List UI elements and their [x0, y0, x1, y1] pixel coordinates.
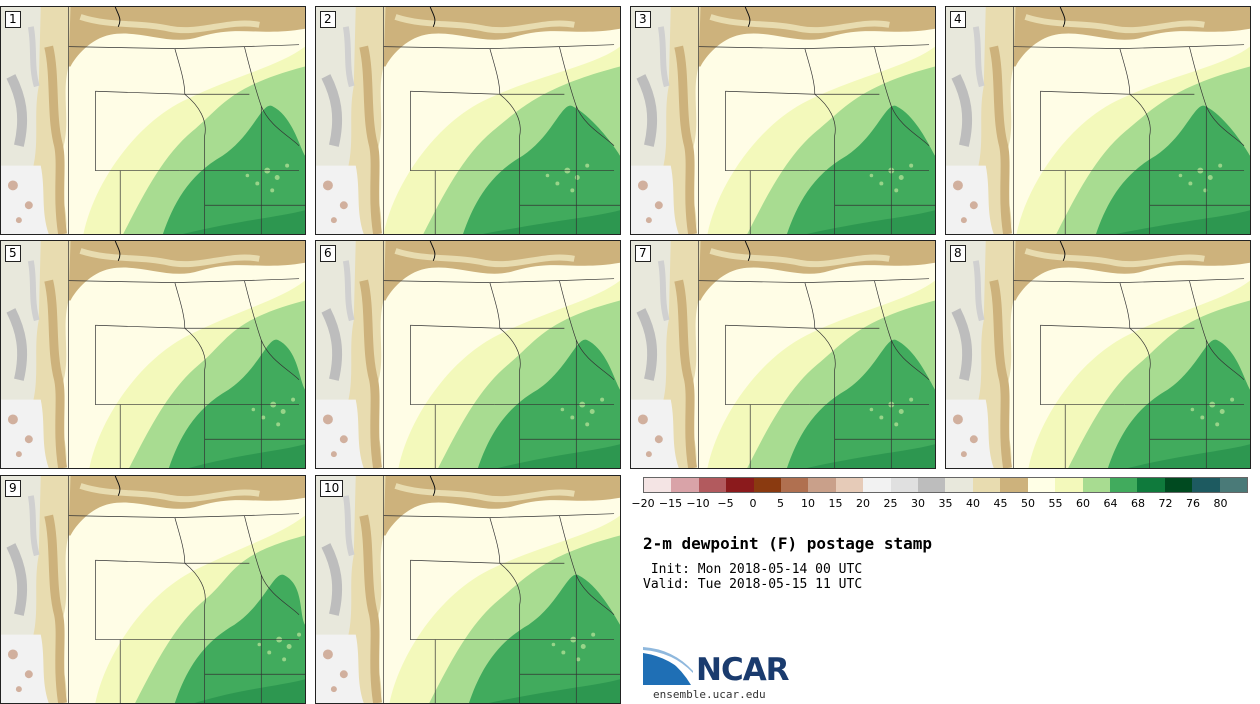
member-panel[interactable]: 7 [630, 240, 936, 469]
colorbar-swatch [1027, 478, 1056, 492]
member-number: 2 [320, 11, 336, 28]
colorbar-tick-label: 80 [1213, 497, 1228, 510]
ncar-logo-icon [643, 647, 693, 685]
member-number: 3 [635, 11, 651, 28]
member-number: 10 [320, 480, 344, 497]
colorbar-tick-label: 5 [777, 497, 784, 510]
colorbar-tick-label: 40 [966, 497, 980, 510]
dewpoint-map [1, 7, 305, 234]
dewpoint-map [631, 241, 935, 468]
dewpoint-map [316, 7, 620, 234]
colorbar-swatch [808, 478, 836, 492]
colorbar-swatch [863, 478, 891, 492]
member-panel[interactable]: 9 [0, 475, 306, 704]
dewpoint-map [316, 241, 620, 468]
member-panel[interactable]: 5 [0, 240, 306, 469]
colorbar-tick-label: 35 [938, 497, 953, 510]
colorbar-swatch [726, 478, 754, 492]
colorbar-tick-label: 68 [1131, 497, 1145, 510]
member-panel[interactable]: 3 [630, 6, 936, 235]
dewpoint-map [1, 476, 305, 703]
dewpoint-map [946, 241, 1250, 468]
dewpoint-map [316, 476, 620, 703]
colorbar-tick-label: 15 [828, 497, 843, 510]
colorbar-swatch [1000, 478, 1028, 492]
colorbar-swatch [644, 478, 672, 492]
colorbar-tick-label: 30 [911, 497, 925, 510]
colorbar-swatch [945, 478, 973, 492]
colorbar-tick-label: 55 [1048, 497, 1063, 510]
colorbar-swatch [1137, 478, 1165, 492]
member-panel[interactable]: 10 [315, 475, 621, 704]
colorbar-swatch [753, 478, 782, 492]
dewpoint-map [1, 241, 305, 468]
colorbar-swatch [972, 478, 1001, 492]
colorbar-tick-label: 60 [1076, 497, 1090, 510]
colorbar-tick-label: 25 [883, 497, 898, 510]
member-number: 6 [320, 245, 336, 262]
dewpoint-map [946, 7, 1250, 234]
colorbar-tick-label: −20 [631, 497, 655, 510]
colorbar-tick-label: 50 [1021, 497, 1035, 510]
member-panel[interactable]: 1 [0, 6, 306, 235]
colorbar-tick-label: 20 [856, 497, 870, 510]
valid-time: Valid: Tue 2018-05-15 11 UTC [643, 577, 863, 592]
colorbar-tick-label: 76 [1186, 497, 1200, 510]
website-url: ensemble.ucar.edu [653, 688, 766, 701]
colorbar-swatch [1164, 478, 1193, 492]
colorbar-tick-label: 64 [1103, 497, 1118, 510]
member-number: 1 [5, 11, 21, 28]
colorbar-swatch [781, 478, 809, 492]
colorbar-tick-label: −10 [686, 497, 710, 510]
colorbar-swatch [1109, 478, 1138, 492]
colorbar-swatch [1219, 478, 1247, 492]
colorbar-swatch [890, 478, 919, 492]
colorbar-tick-label: 10 [801, 497, 815, 510]
member-number: 5 [5, 245, 21, 262]
colorbar-swatch [698, 478, 727, 492]
colorbar-swatch [1055, 478, 1083, 492]
member-panel[interactable]: 6 [315, 240, 621, 469]
colorbar-swatch [835, 478, 864, 492]
colorbar-tick-label: −15 [658, 497, 683, 510]
colorbar-tick-label: 72 [1158, 497, 1173, 510]
colorbar-swatch [1082, 478, 1110, 492]
ncar-logo-text: NCAR [696, 652, 790, 688]
colorbar-swatch [671, 478, 699, 492]
colorbar-tick-label: −5 [717, 497, 734, 510]
colorbar-tick-labels: −20 −15 −10 −5 0 5 10 15 20 25 30 35 40 45 50 55 60 64 68 7… [631, 497, 1248, 511]
member-number: 4 [950, 11, 966, 28]
init-time: Init: Mon 2018-05-14 00 UTC [643, 562, 863, 577]
colorbar-swatch [918, 478, 946, 492]
member-panel[interactable]: 8 [945, 240, 1251, 469]
member-panel[interactable]: 4 [945, 6, 1251, 235]
member-number: 8 [950, 245, 966, 262]
dewpoint-map [631, 7, 935, 234]
colorbar-swatch [1192, 478, 1220, 492]
member-number: 7 [635, 245, 651, 262]
colorbar-tick-label: 0 [749, 497, 757, 510]
product-title: 2-m dewpoint (F) postage stamp [643, 534, 932, 553]
member-number: 9 [5, 480, 21, 497]
colorbar-tick-label: 45 [993, 497, 1008, 510]
member-panel[interactable]: 2 [315, 6, 621, 235]
dewpoint-colorbar [643, 477, 1248, 493]
